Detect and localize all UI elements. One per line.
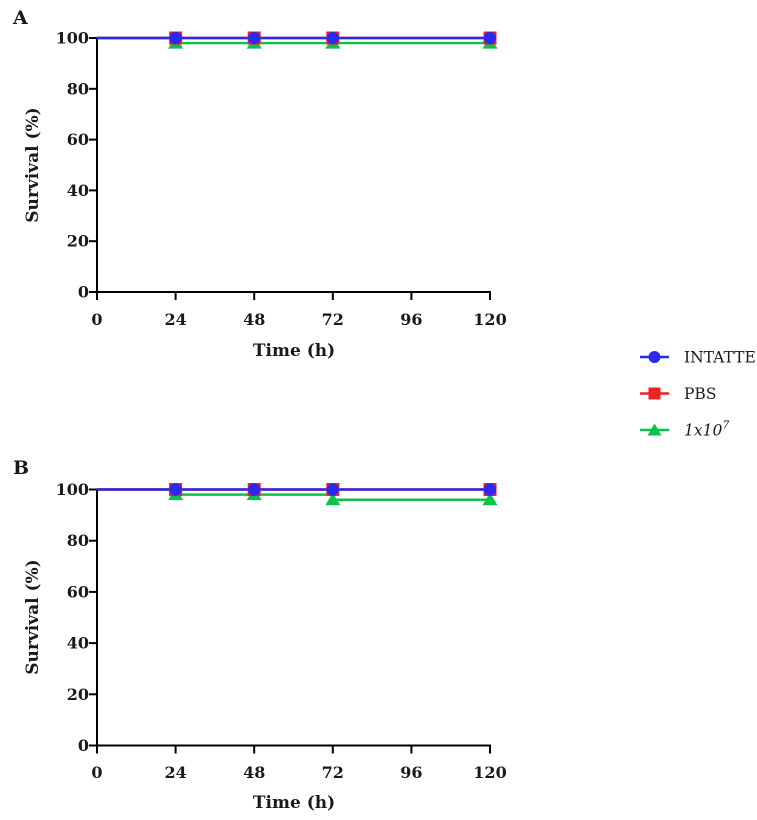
circle-marker [248, 483, 261, 496]
circle-marker [326, 483, 339, 496]
y-tick-label: 0 [78, 283, 89, 302]
triangle-marker [325, 492, 341, 506]
circle-marker [169, 483, 182, 496]
legend: INTATTE PBS 1x107 [640, 349, 756, 440]
panel-a-x-axis-title: Time (h) [253, 341, 335, 361]
x-tick-label: 48 [243, 310, 265, 329]
circle-marker [248, 31, 261, 45]
y-tick-label: 20 [67, 685, 89, 704]
circle-marker [483, 31, 497, 45]
x-tick-label: 120 [473, 763, 506, 782]
x-tick-label: 24 [164, 310, 186, 329]
x-tick-label: 96 [400, 310, 422, 329]
panel-a-plot: 0 20 40 60 80 100 0 24 48 72 96 120 [56, 29, 507, 330]
y-tick-label: 100 [56, 29, 89, 48]
panel-b-plot: 0 20 40 60 80 100 0 24 48 72 96 120 [56, 480, 507, 782]
y-tick-label: 80 [67, 79, 89, 98]
series-line-1x10^7 [97, 488, 490, 501]
x-tick-label: 24 [164, 763, 186, 782]
x-tick-label: 96 [400, 763, 422, 782]
legend-label: PBS [684, 385, 716, 403]
y-tick-label: 20 [67, 232, 89, 251]
triangle-icon [647, 423, 662, 436]
circle-marker [326, 31, 339, 45]
panel-b-letter: B [13, 457, 29, 479]
y-tick-label: 0 [78, 736, 89, 755]
y-tick-label: 80 [67, 531, 89, 550]
x-tick-label: 0 [91, 763, 102, 782]
x-tick-label: 72 [322, 310, 344, 329]
legend-label: INTATTE [684, 349, 756, 367]
y-tick-label: 60 [67, 582, 89, 601]
square-icon [648, 387, 661, 400]
y-tick-label: 40 [67, 634, 89, 653]
x-tick-label: 48 [243, 763, 265, 782]
x-tick-label: 0 [91, 310, 102, 329]
panel-b-y-axis-title: Survival (%) [23, 559, 43, 674]
y-tick-label: 100 [56, 480, 89, 499]
triangle-marker [482, 492, 498, 506]
circle-marker [169, 31, 182, 45]
y-tick-label: 60 [67, 130, 89, 149]
y-tick-label: 40 [67, 181, 89, 200]
legend-label: 1x107 [684, 419, 729, 440]
panel-a-letter: A [12, 7, 28, 29]
circle-marker [483, 483, 497, 496]
x-tick-label: 120 [473, 310, 506, 329]
circle-icon [648, 351, 661, 363]
panel-a-y-axis-title: Survival (%) [23, 107, 43, 222]
x-tick-label: 72 [322, 763, 344, 782]
panel-b-x-axis-title: Time (h) [253, 793, 335, 813]
